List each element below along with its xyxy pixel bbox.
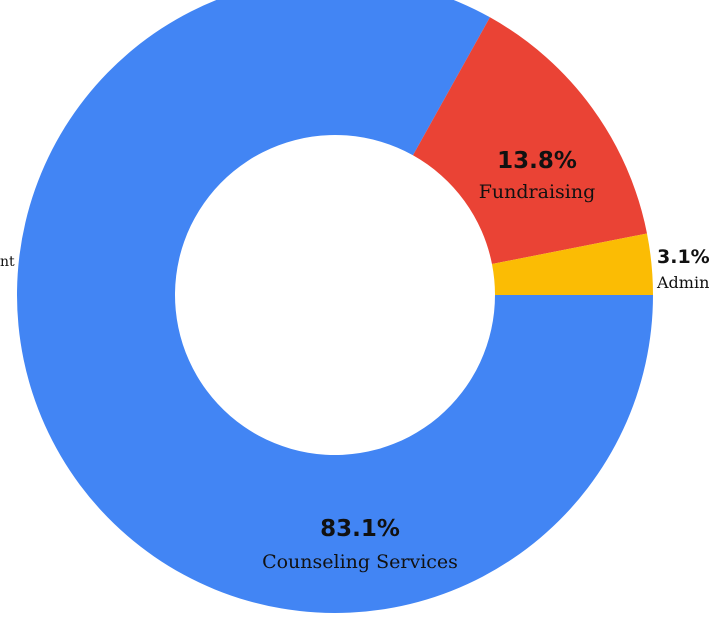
slice-value-label-fundraising: 13.8% [497, 148, 577, 174]
slices-group [17, 0, 653, 613]
slice-admin [491, 233, 653, 295]
slice-category-label-fundraising: Fundraising [479, 181, 596, 203]
slice-value-label-counseling: 83.1% [320, 516, 400, 542]
slice-fundraising [412, 17, 647, 265]
slice-category-label-counseling: Counseling Services [262, 551, 458, 573]
slice-counseling-services [17, 0, 653, 613]
slice-category-label-admin: Admin [656, 273, 709, 292]
slice-value-label-admin: 3.1% [657, 246, 710, 268]
partial-outside-label: nt [0, 254, 15, 270]
